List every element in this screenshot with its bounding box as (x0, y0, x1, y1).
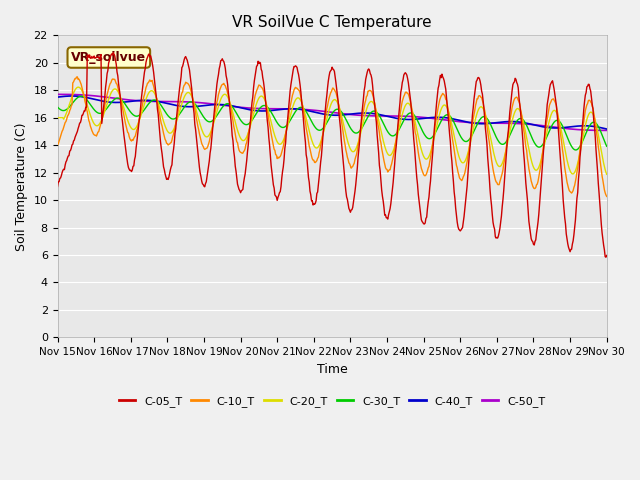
X-axis label: Time: Time (317, 362, 348, 375)
Legend: C-05_T, C-10_T, C-20_T, C-30_T, C-40_T, C-50_T: C-05_T, C-10_T, C-20_T, C-30_T, C-40_T, … (115, 391, 550, 411)
Text: VR_soilvue: VR_soilvue (71, 51, 147, 64)
Title: VR SoilVue C Temperature: VR SoilVue C Temperature (232, 15, 432, 30)
Y-axis label: Soil Temperature (C): Soil Temperature (C) (15, 122, 28, 251)
